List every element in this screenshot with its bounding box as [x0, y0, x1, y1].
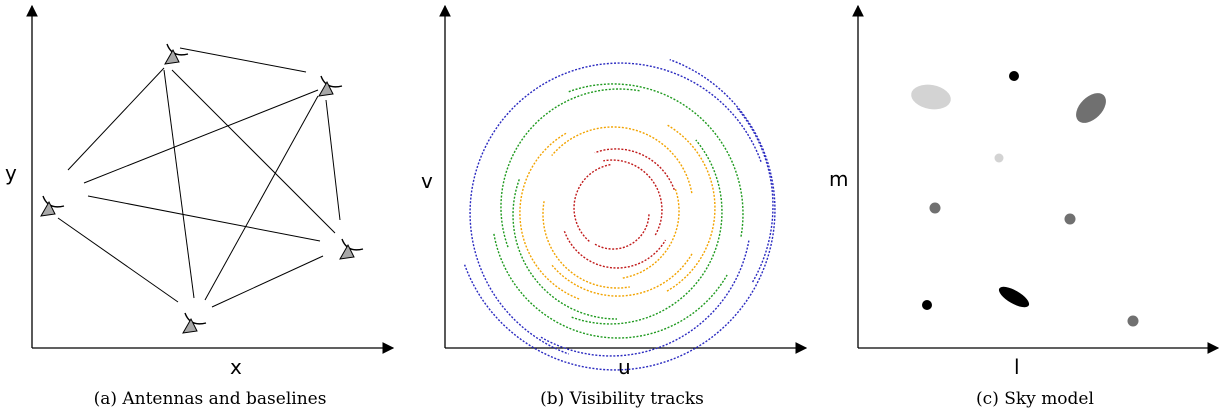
y-axis-label: v [421, 169, 433, 193]
y-axis-label: y [5, 161, 17, 185]
sky-sources [911, 71, 1139, 327]
x-axis-label: x [230, 355, 242, 379]
uv-tracks [463, 58, 776, 371]
uv-track [571, 139, 723, 325]
source-black-extended [998, 286, 1030, 308]
source-dark-extended [1076, 93, 1106, 123]
baseline [163, 69, 195, 299]
uv-track [568, 83, 744, 237]
uv-track [519, 132, 581, 301]
uv-track [512, 179, 618, 320]
baselines [57, 47, 341, 308]
baseline [179, 47, 307, 73]
baseline [57, 217, 179, 303]
antennas [40, 43, 364, 334]
uv-track [540, 240, 750, 357]
uv-track [542, 201, 630, 289]
x-axis-label: u [618, 355, 631, 379]
source-point-dark [1127, 315, 1139, 327]
panel-sky-model: m l (c) Sky model [829, 4, 1220, 409]
panel-antennas: y x (a) Antennas and baselines [5, 4, 395, 409]
uv-track [594, 148, 675, 191]
antenna-icon [339, 238, 364, 260]
antenna-icon [40, 195, 65, 217]
baseline [325, 99, 341, 221]
uv-track [551, 126, 693, 194]
baseline [87, 195, 321, 242]
baseline [67, 67, 165, 171]
antenna-icon [182, 312, 207, 334]
uv-track [622, 187, 680, 279]
uv-track [563, 230, 667, 269]
source-point-light [994, 153, 1004, 163]
uv-track [573, 164, 611, 243]
uv-track [594, 212, 650, 250]
caption: (a) Antennas and baselines [94, 389, 327, 409]
x-axis-label: l [1014, 355, 1020, 379]
caption: (b) Visibility tracks [540, 389, 704, 409]
uv-track [493, 233, 728, 339]
uv-track [603, 159, 663, 236]
baseline [204, 95, 319, 301]
baseline [171, 69, 336, 234]
baseline [83, 89, 319, 184]
antenna-icon [318, 75, 343, 97]
source-light-extended [911, 84, 951, 110]
antenna-icon [164, 43, 189, 65]
y-axis-label: m [829, 167, 848, 191]
source-point-black [1009, 71, 1019, 81]
panel-visibility-tracks: v u (b) Visibility tracks [421, 4, 808, 409]
source-point-black [922, 300, 932, 310]
uv-track [666, 124, 716, 292]
uv-track [551, 252, 694, 297]
source-point-dark [929, 202, 941, 214]
source-point-dark [1064, 213, 1076, 225]
caption: (c) Sky model [976, 389, 1094, 409]
baseline [211, 255, 324, 308]
uv-track [469, 62, 762, 355]
uv-track [500, 88, 640, 248]
uv-track [463, 58, 776, 371]
